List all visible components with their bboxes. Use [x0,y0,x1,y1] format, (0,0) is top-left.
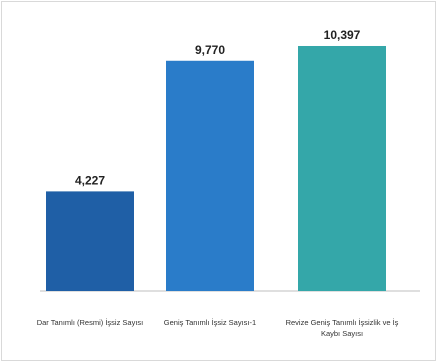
bar-3 [298,45,386,292]
bars-layer [46,45,386,292]
value-label-1: 4,227 [75,173,105,187]
category-label-1: Dar Tanımlı (Resmi) İşsiz Sayısı [37,318,144,327]
category-label-3: Revize Geniş Tanımlı İşsizlik ve İş Kaybı… [286,318,399,338]
value-label-3: 10,397 [324,28,361,42]
bar-2 [166,60,254,292]
category-label-line: Geniş Tanımlı İşsiz Sayısı-1 [164,318,256,327]
category-label-line: Revize Geniş Tanımlı İşsizlik ve İş [286,318,399,327]
value-label-2: 9,770 [195,43,225,57]
category-labels-layer: Dar Tanımlı (Resmi) İşsiz Sayısı Geniş Ta… [37,318,399,338]
category-label-line: Kaybı Sayısı [321,329,363,338]
category-label-2: Geniş Tanımlı İşsiz Sayısı-1 [164,318,256,327]
bar-1 [46,191,134,291]
category-label-line: Dar Tanımlı (Resmi) İşsiz Sayısı [37,318,144,327]
value-labels-layer: 4,227 9,770 10,397 [75,28,361,187]
